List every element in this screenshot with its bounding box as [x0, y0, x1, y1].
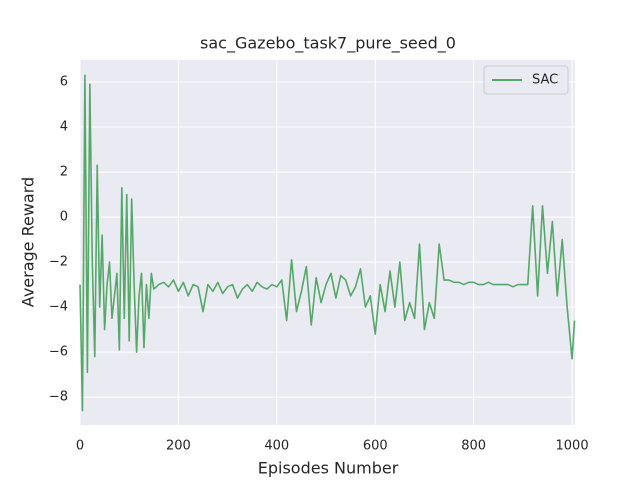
- y-tick-label: 0: [60, 210, 68, 225]
- data-line: [79, 74, 576, 412]
- y-tick-label: −2: [49, 255, 68, 270]
- x-tick-label: 0: [76, 439, 84, 454]
- x-tick-label: 200: [166, 439, 191, 454]
- legend-label: SAC: [532, 73, 558, 88]
- x-tick-label: 600: [363, 439, 388, 454]
- x-axis-label: Episodes Number: [258, 459, 399, 478]
- legend-box: [483, 65, 569, 95]
- x-tick-label: 1000: [556, 439, 589, 454]
- y-tick-label: 6: [60, 75, 68, 90]
- x-tick-label: 800: [461, 439, 486, 454]
- y-tick-label: −4: [49, 300, 68, 315]
- y-tick-label: 2: [60, 165, 68, 180]
- y-axis-label: Average Reward: [19, 177, 38, 307]
- grid: [79, 60, 575, 425]
- y-tick-label: 4: [60, 120, 68, 135]
- plot-area: [80, 60, 575, 425]
- marks: [79, 74, 576, 412]
- chart-title: sac_Gazebo_task7_pure_seed_0: [200, 34, 456, 54]
- y-tick-label: −6: [49, 345, 68, 360]
- x-tick-label: 400: [264, 439, 289, 454]
- y-tick-label: −8: [49, 390, 68, 405]
